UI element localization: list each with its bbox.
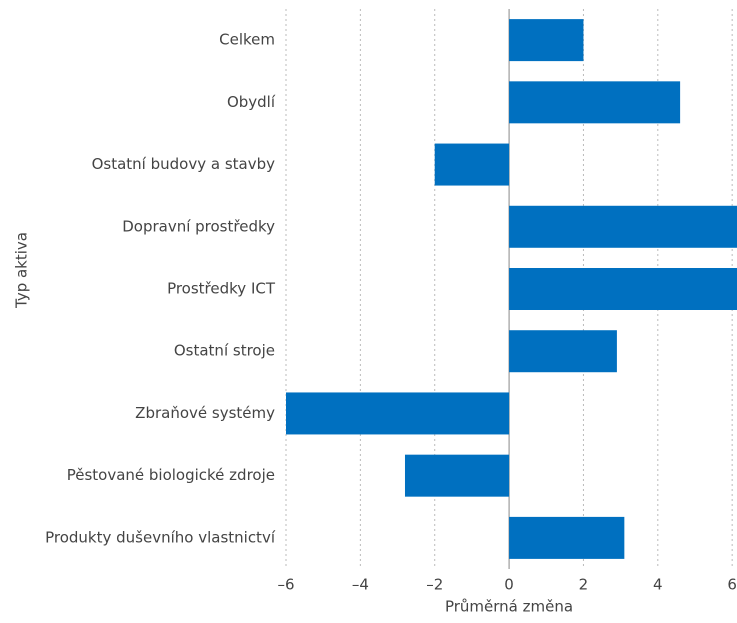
y-tick-label: Produkty duševního vlastnictví [45,528,276,546]
x-axis-label: Průměrná změna [445,598,573,616]
y-tick-label: Pěstované biologické zdroje [67,466,275,484]
y-tick-label: Dopravní prostředky [122,217,275,235]
y-tick-label: Obydlí [227,93,276,111]
x-tick-label: –2 [426,576,443,594]
x-tick-label: –6 [277,576,294,594]
bar [286,392,510,435]
y-axis-label: Typ aktiva [13,232,31,309]
bar [404,454,510,497]
y-tick-label: Ostatní budovy a stavby [92,155,276,173]
x-tick-label: 4 [653,576,663,594]
x-tick-label: –4 [352,576,369,594]
bar [509,330,617,373]
y-tick-label: Zbraňové systémy [135,404,275,422]
y-tick-label: Prostředky ICT [167,280,276,298]
bar [509,516,625,559]
y-tick-label: Ostatní stroje [174,342,275,360]
bar [509,205,737,248]
x-tick-label: 2 [579,576,589,594]
bar [509,19,584,62]
bar [509,81,681,124]
x-tick-label: 6 [727,576,737,594]
x-tick-label: 0 [504,576,514,594]
y-tick-label: Celkem [219,31,275,49]
bar [509,268,737,310]
bar [434,143,510,186]
